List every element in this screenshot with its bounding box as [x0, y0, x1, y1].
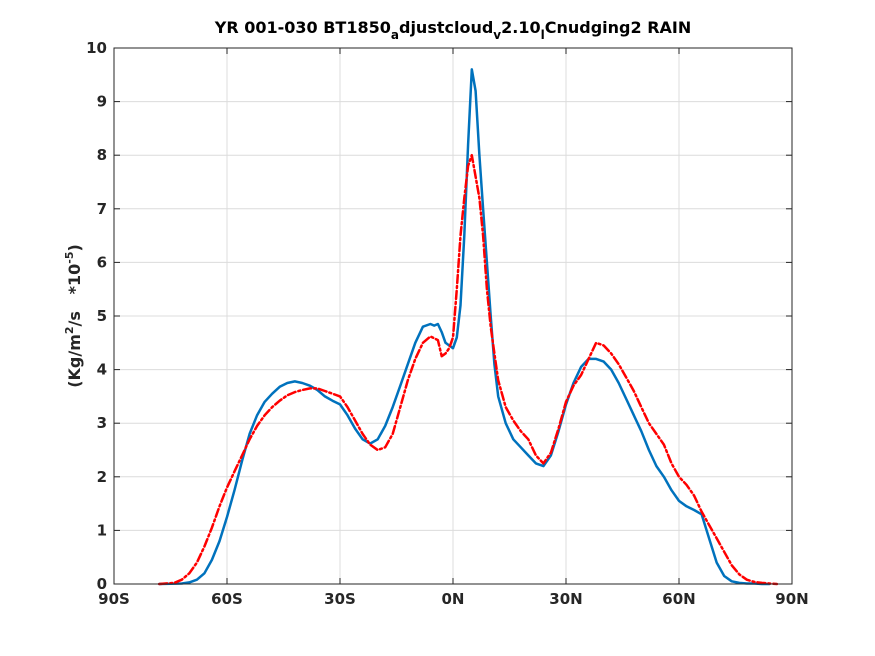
x-tick-label: 30S [324, 590, 356, 608]
x-tick-label: 60N [662, 590, 695, 608]
x-tick-labels: 90S 60S 30S 0N 30N 60N 90N [98, 590, 809, 608]
title-part: djustcloud [399, 18, 493, 37]
ylabel-part: ) [65, 244, 84, 251]
chart-title: YR 001-030 BT1850adjustcloudv2.10lCnudgi… [214, 18, 692, 42]
y-tick-label: 9 [97, 93, 107, 111]
ylabel-superscript: 2 [63, 326, 76, 334]
y-tick-label: 7 [97, 200, 107, 218]
y-tick-label: 1 [97, 521, 107, 539]
y-axis-label: (Kg/m2/s *10-5) [63, 244, 84, 388]
x-tick-label: 30N [549, 590, 582, 608]
ylabel-part: /s *10 [65, 264, 84, 327]
x-tick-label: 60S [211, 590, 243, 608]
title-part: Cnudging2 RAIN [545, 18, 692, 37]
title-subscript: l [541, 28, 545, 42]
y-tick-label: 2 [97, 468, 107, 486]
x-tick-label: 90S [98, 590, 130, 608]
title-subscript: a [391, 28, 399, 42]
series-line-red [157, 153, 779, 586]
title-part: YR 001-030 BT1850 [214, 18, 391, 37]
y-tick-label: 3 [97, 414, 107, 432]
y-tick-label: 0 [97, 575, 107, 593]
x-tick-label: 0N [442, 590, 465, 608]
y-tick-labels: 0 1 2 3 4 5 6 7 8 9 10 [86, 39, 107, 593]
series-layer [157, 68, 779, 586]
ylabel-superscript: -5 [63, 252, 76, 264]
y-tick-label: 10 [86, 39, 107, 57]
title-subscript: v [493, 28, 501, 42]
y-tick-label: 4 [97, 361, 107, 379]
title-part: 2.10 [501, 18, 540, 37]
y-tick-label: 8 [97, 146, 107, 164]
series-line-blue [157, 68, 771, 586]
x-tick-label: 90N [775, 590, 808, 608]
ylabel-part: (Kg/m [65, 334, 84, 388]
y-tick-label: 5 [97, 307, 107, 325]
y-tick-label: 6 [97, 253, 107, 271]
tick-marks [113, 47, 793, 585]
